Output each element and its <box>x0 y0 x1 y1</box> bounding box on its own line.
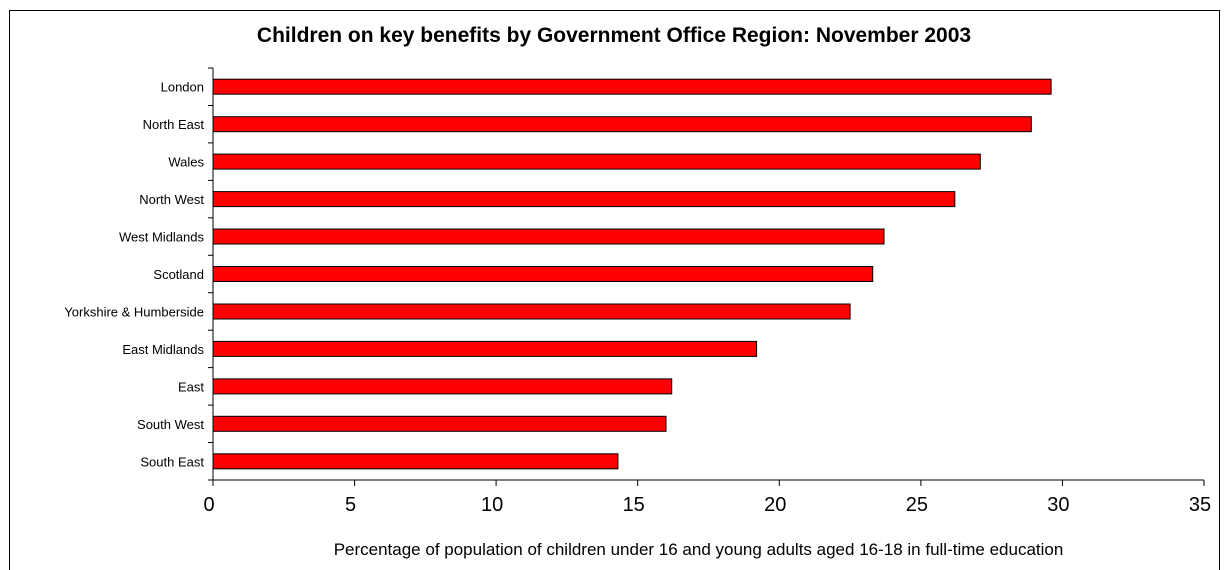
bar-east <box>212 378 673 395</box>
category-label: South West <box>137 417 204 432</box>
bar-north-west <box>212 191 956 208</box>
bar-south-west <box>212 415 667 432</box>
bars-group <box>212 78 1052 470</box>
x-tick-label: 15 <box>623 494 645 516</box>
category-label: Scotland <box>153 267 204 282</box>
bar-west-midlands <box>212 228 885 245</box>
bar-yorkshire-humberside <box>212 303 851 320</box>
category-label: West Midlands <box>119 230 205 245</box>
x-tick-label: 0 <box>203 494 214 516</box>
category-labels: London North East Wales North West West Midl… <box>64 80 204 470</box>
x-tick-labels: 0 5 10 15 20 25 30 35 <box>203 494 1211 516</box>
x-tick-label: 25 <box>906 494 928 516</box>
category-label: Wales <box>168 155 204 170</box>
bar-scotland <box>212 266 874 282</box>
bar-london <box>212 78 1052 95</box>
category-label: North West <box>139 192 204 207</box>
category-label: East <box>178 379 204 394</box>
x-tick-label: 30 <box>1047 494 1069 516</box>
bar-south-east <box>212 453 619 470</box>
chart-frame <box>9 10 1220 570</box>
x-tick-label: 5 <box>345 494 356 516</box>
category-label: Yorkshire & Humberside <box>64 305 204 320</box>
x-axis-title: Percentage of population of children und… <box>334 540 1064 559</box>
bar-wales <box>212 153 981 170</box>
x-tick-label: 10 <box>481 494 503 516</box>
axes-group <box>208 67 1205 486</box>
x-tick-label: 35 <box>1189 494 1211 516</box>
bar-north-east <box>212 116 1032 133</box>
bar-east-midlands <box>212 340 758 357</box>
category-label: North East <box>143 117 205 132</box>
category-label: East Midlands <box>122 342 204 357</box>
x-tick-label: 20 <box>764 494 786 516</box>
category-label: London <box>161 80 204 95</box>
category-label: South East <box>140 454 204 469</box>
chart-title: Children on key benefits by Government O… <box>256 24 972 47</box>
